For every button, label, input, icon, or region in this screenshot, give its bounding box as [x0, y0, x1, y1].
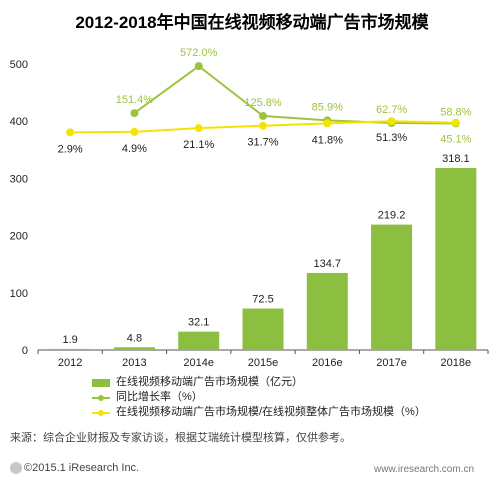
growth-rate-label: 62.7%: [376, 104, 407, 116]
legend-label-growth: 同比增长率（%）: [116, 391, 203, 403]
share-label: 2.9%: [58, 143, 83, 155]
website-text: www.iresearch.com.cn: [374, 464, 475, 475]
share-label: 45.1%: [440, 134, 471, 146]
y-tick-label: 100: [10, 288, 28, 300]
share-point: [66, 128, 75, 137]
growth-rate-line: [133, 64, 456, 125]
share-label: 41.8%: [312, 134, 343, 146]
y-tick-label: 0: [22, 345, 28, 357]
share-point: [387, 117, 396, 126]
share-label: 51.3%: [376, 132, 407, 144]
legend-label-bar: 在线视频移动端广告市场规模（亿元）: [116, 376, 303, 388]
bar-value-label: 219.2: [378, 210, 406, 222]
bar: [49, 348, 91, 350]
bar: [306, 272, 348, 350]
chart-legend: 在线视频移动端广告市场规模（亿元） 同比增长率（%） 在线视频移动端广告市场规模…: [92, 375, 426, 420]
bar-value-label: 1.9: [62, 334, 77, 346]
share-point: [130, 127, 139, 136]
legend-share-swatch: [92, 409, 110, 417]
legend-growth-swatch: [92, 394, 110, 402]
x-tick-label: 2016e: [312, 357, 343, 369]
legend-item-bar: 在线视频移动端广告市场规模（亿元）: [92, 375, 426, 390]
growth-rate-label: 151.4%: [116, 94, 154, 106]
growth-rate-point: [194, 62, 203, 71]
x-tick-label: 2012: [58, 357, 82, 369]
bar-value-label: 32.1: [188, 317, 209, 329]
bar: [435, 168, 477, 350]
share-label: 21.1%: [183, 139, 214, 151]
x-tick-label: 2018e: [441, 357, 472, 369]
bar-value-label: 318.1: [442, 153, 470, 165]
x-tick-label: 2014e: [183, 357, 214, 369]
legend-item-growth: 同比增长率（%）: [92, 390, 426, 405]
iresearch-logo-icon: [10, 462, 22, 474]
y-tick-label: 500: [10, 59, 28, 71]
share-label: 31.7%: [247, 137, 278, 149]
bar-value-label: 72.5: [252, 294, 273, 306]
legend-label-share: 在线视频移动端广告市场规模/在线视频整体广告市场规模（%）: [116, 406, 426, 418]
share-point: [451, 118, 460, 127]
share-point: [323, 119, 332, 128]
growth-rate-point: [259, 111, 267, 120]
source-note: 来源：综合企业财报及专家访谈，根据艾瑞统计模型核算，仅供参考。: [10, 432, 351, 444]
share-point: [194, 124, 203, 133]
x-tick-label: 2017e: [376, 357, 407, 369]
bar-value-label: 4.8: [127, 332, 142, 344]
share-point: [259, 121, 267, 130]
growth-rate-label: 58.8%: [440, 106, 471, 118]
bar: [371, 224, 413, 350]
share-label: 4.9%: [122, 143, 147, 155]
legend-item-share: 在线视频移动端广告市场规模/在线视频整体广告市场规模（%）: [92, 405, 426, 420]
x-tick-label: 2015e: [248, 357, 279, 369]
growth-rate-label: 572.0%: [180, 47, 218, 59]
growth-rate-point: [130, 109, 139, 118]
growth-rate-label: 85.9%: [312, 101, 343, 113]
y-tick-label: 200: [10, 231, 28, 243]
y-tick-label: 300: [10, 173, 28, 185]
bar: [113, 347, 155, 350]
x-tick-label: 2013: [122, 357, 146, 369]
copyright-text: ©2015.1 iResearch Inc.: [24, 462, 140, 474]
bar-value-label: 134.7: [314, 258, 342, 270]
bar: [178, 331, 220, 350]
bar: [242, 308, 284, 350]
y-tick-label: 400: [10, 116, 28, 128]
legend-bar-swatch: [92, 378, 110, 387]
chart-title: 2012-2018年中国在线视频移动端广告市场规模: [75, 13, 429, 32]
growth-rate-label: 125.8%: [244, 97, 282, 109]
